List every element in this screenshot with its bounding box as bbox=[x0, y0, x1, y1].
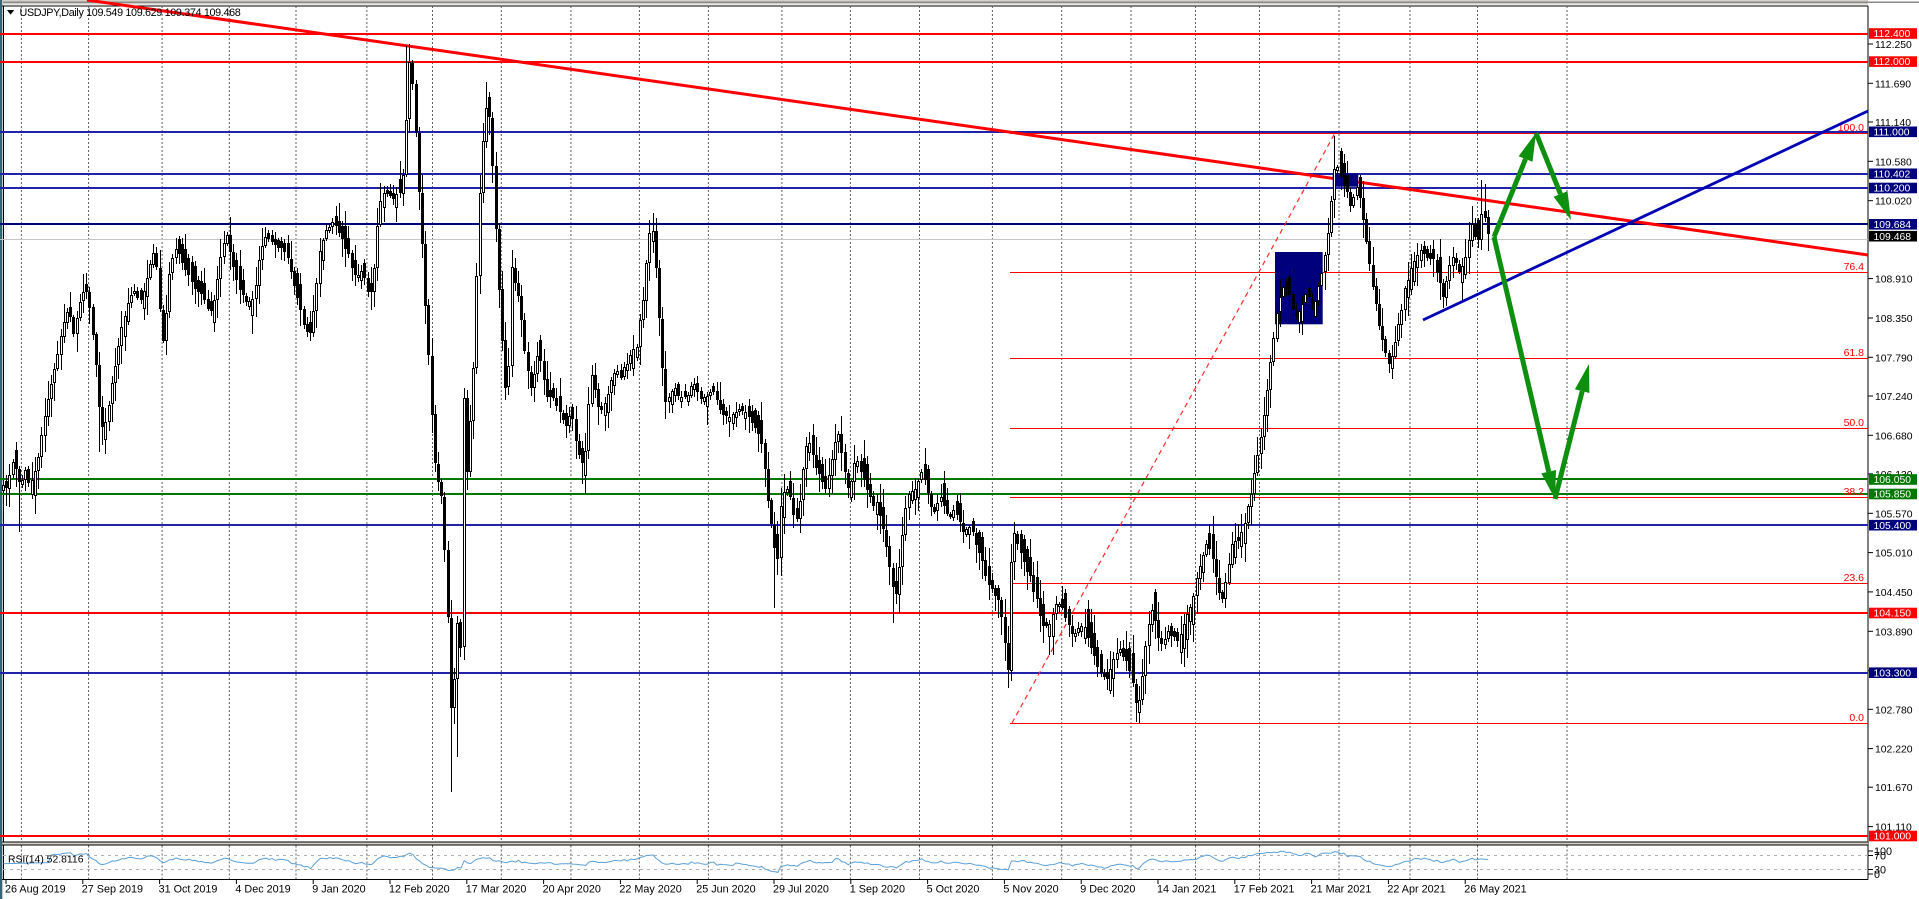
svg-text:5 Oct 2020: 5 Oct 2020 bbox=[927, 884, 980, 896]
svg-text:107.240: 107.240 bbox=[1875, 392, 1913, 403]
svg-text:110.580: 110.580 bbox=[1875, 157, 1912, 168]
svg-text:17 Feb 2021: 17 Feb 2021 bbox=[1234, 884, 1295, 896]
svg-text:105.570: 105.570 bbox=[1875, 509, 1913, 520]
svg-text:107.790: 107.790 bbox=[1875, 353, 1913, 364]
svg-text:29 Jul 2020: 29 Jul 2020 bbox=[773, 884, 829, 896]
svg-text:100: 100 bbox=[1874, 846, 1892, 858]
svg-text:106.050: 106.050 bbox=[1874, 475, 1912, 486]
svg-text:61.8: 61.8 bbox=[1844, 347, 1865, 359]
svg-text:108.350: 108.350 bbox=[1875, 314, 1913, 325]
svg-text:5 Nov 2020: 5 Nov 2020 bbox=[1003, 884, 1058, 896]
svg-text:105.010: 105.010 bbox=[1875, 549, 1913, 560]
svg-text:112.400: 112.400 bbox=[1874, 29, 1911, 40]
svg-text:50.0: 50.0 bbox=[1844, 417, 1865, 429]
svg-text:38.2: 38.2 bbox=[1844, 486, 1865, 498]
svg-text:112.250: 112.250 bbox=[1875, 40, 1912, 51]
svg-text:106.680: 106.680 bbox=[1875, 431, 1913, 442]
svg-text:103.300: 103.300 bbox=[1874, 668, 1912, 679]
svg-text:101.000: 101.000 bbox=[1874, 832, 1912, 843]
svg-text:112.000: 112.000 bbox=[1874, 57, 1911, 68]
svg-text:70: 70 bbox=[1874, 851, 1886, 863]
svg-text:9 Dec 2020: 9 Dec 2020 bbox=[1080, 884, 1135, 896]
svg-text:12 Feb 2020: 12 Feb 2020 bbox=[389, 884, 450, 896]
svg-text:1 Sep 2020: 1 Sep 2020 bbox=[850, 884, 905, 896]
svg-text:111.000: 111.000 bbox=[1874, 127, 1910, 138]
svg-text:31 Oct 2019: 31 Oct 2019 bbox=[159, 884, 218, 896]
svg-text:17 Mar 2020: 17 Mar 2020 bbox=[466, 884, 527, 896]
svg-text:0.0: 0.0 bbox=[1849, 712, 1864, 724]
svg-text:102.780: 102.780 bbox=[1875, 705, 1913, 716]
svg-text:0: 0 bbox=[1874, 869, 1880, 881]
svg-text:110.200: 110.200 bbox=[1874, 184, 1911, 195]
svg-text:103.890: 103.890 bbox=[1875, 627, 1913, 638]
svg-text:25 Jun 2020: 25 Jun 2020 bbox=[696, 884, 755, 896]
svg-text:30: 30 bbox=[1874, 865, 1886, 877]
svg-text:26 Aug 2019: 26 Aug 2019 bbox=[5, 884, 66, 896]
svg-text:101.110: 101.110 bbox=[1875, 823, 1912, 834]
svg-text:108.910: 108.910 bbox=[1875, 275, 1913, 286]
svg-text:101.670: 101.670 bbox=[1875, 783, 1913, 794]
svg-text:20 Apr 2020: 20 Apr 2020 bbox=[543, 884, 601, 896]
svg-text:100.0: 100.0 bbox=[1838, 122, 1864, 134]
svg-text:105.400: 105.400 bbox=[1874, 521, 1912, 532]
svg-text:104.150: 104.150 bbox=[1874, 609, 1912, 620]
svg-text:14 Jan 2021: 14 Jan 2021 bbox=[1157, 884, 1216, 896]
svg-text:9 Jan 2020: 9 Jan 2020 bbox=[312, 884, 365, 896]
svg-text:109.468: 109.468 bbox=[1874, 232, 1912, 243]
svg-text:102.220: 102.220 bbox=[1875, 745, 1913, 756]
svg-text:4 Dec 2019: 4 Dec 2019 bbox=[235, 884, 290, 896]
svg-text:76.4: 76.4 bbox=[1844, 261, 1865, 273]
svg-text:110.402: 110.402 bbox=[1874, 169, 1911, 180]
svg-text:111.690: 111.690 bbox=[1875, 79, 1911, 90]
svg-text:RSI(14) 52.8116: RSI(14) 52.8116 bbox=[8, 855, 84, 866]
svg-text:23.6: 23.6 bbox=[1844, 572, 1865, 584]
svg-text:21 Mar 2021: 21 Mar 2021 bbox=[1311, 884, 1372, 896]
svg-text:111.140: 111.140 bbox=[1875, 118, 1911, 129]
svg-text:27 Sep 2019: 27 Sep 2019 bbox=[82, 884, 143, 896]
svg-text:105.850: 105.850 bbox=[1874, 490, 1912, 501]
svg-text:109.684: 109.684 bbox=[1874, 220, 1912, 231]
svg-text:26 May 2021: 26 May 2021 bbox=[1464, 884, 1526, 896]
svg-text:22 Apr 2021: 22 Apr 2021 bbox=[1387, 884, 1445, 896]
svg-text:22 May 2020: 22 May 2020 bbox=[619, 884, 681, 896]
svg-text:104.450: 104.450 bbox=[1875, 588, 1913, 599]
svg-text:USDJPY,Daily 109.549 109.629: USDJPY,Daily 109.549 109.629 109.374 109… bbox=[20, 7, 241, 19]
svg-text:110.020: 110.020 bbox=[1875, 197, 1912, 208]
